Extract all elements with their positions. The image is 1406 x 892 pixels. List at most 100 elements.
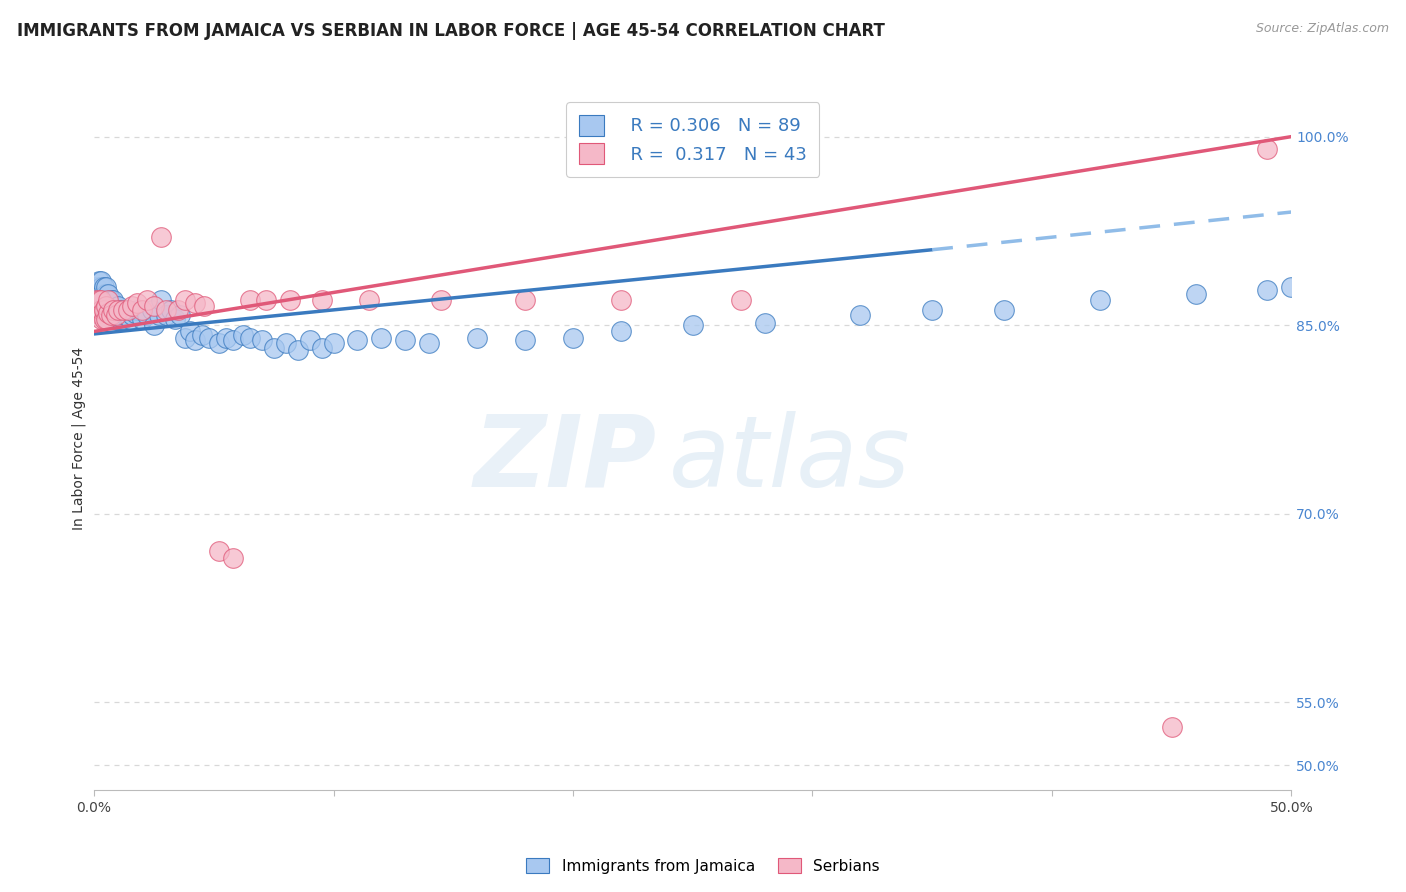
Text: ZIP: ZIP [474, 411, 657, 508]
Point [1088, 293, 1111, 307]
Point [274, 335, 297, 350]
Point [121, 299, 143, 313]
Text: IMMIGRANTS FROM JAMAICA VS SERBIAN IN LABOR FORCE | AGE 45-54 CORRELATION CHART: IMMIGRANTS FROM JAMAICA VS SERBIAN IN LA… [17, 22, 884, 40]
Point [135, 308, 157, 322]
Point [104, 311, 127, 326]
Point [104, 303, 127, 318]
Point [298, 333, 321, 347]
Point [198, 331, 221, 345]
Point [117, 303, 139, 318]
Point [207, 335, 229, 350]
Point [94, 299, 117, 313]
Point [174, 331, 197, 345]
Point [141, 303, 163, 318]
Point [322, 335, 344, 350]
Point [1279, 280, 1302, 294]
Point [86, 293, 108, 307]
Point [193, 299, 215, 313]
Y-axis label: In Labor Force | Age 45-54: In Labor Force | Age 45-54 [72, 347, 86, 530]
Point [280, 293, 302, 307]
Point [117, 303, 139, 318]
Point [174, 293, 197, 307]
Point [87, 293, 110, 307]
Point [131, 303, 153, 318]
Point [100, 311, 122, 326]
Point [465, 331, 488, 345]
Point [93, 311, 115, 326]
Point [103, 303, 125, 318]
Point [183, 333, 205, 347]
Point [610, 325, 633, 339]
Point [97, 311, 120, 326]
Point [1160, 720, 1182, 734]
Point [370, 331, 392, 345]
Point [165, 311, 187, 326]
Point [179, 325, 201, 339]
Point [215, 331, 238, 345]
Point [418, 335, 440, 350]
Point [86, 305, 108, 319]
Point [93, 305, 115, 319]
Point [394, 333, 416, 347]
Point [167, 303, 190, 318]
Point [111, 311, 134, 326]
Point [111, 303, 134, 318]
Point [346, 333, 368, 347]
Point [93, 293, 115, 307]
Text: Source: ZipAtlas.com: Source: ZipAtlas.com [1256, 22, 1389, 36]
Point [239, 331, 262, 345]
Point [110, 303, 132, 318]
Point [993, 303, 1015, 318]
Point [1256, 142, 1278, 156]
Legend: Immigrants from Jamaica, Serbians: Immigrants from Jamaica, Serbians [520, 852, 886, 880]
Point [87, 286, 110, 301]
Point [191, 328, 214, 343]
Point [93, 299, 115, 313]
Point [87, 274, 110, 288]
Point [100, 305, 122, 319]
Point [90, 305, 112, 319]
Point [100, 308, 122, 322]
Point [90, 293, 112, 307]
Point [90, 293, 112, 307]
Point [93, 280, 115, 294]
Point [97, 305, 120, 319]
Point [118, 311, 141, 326]
Point [849, 308, 872, 322]
Point [121, 308, 143, 322]
Point [142, 299, 165, 313]
Point [207, 544, 229, 558]
Point [114, 308, 136, 322]
Point [103, 311, 125, 326]
Point [562, 331, 585, 345]
Point [287, 343, 309, 358]
Point [250, 333, 273, 347]
Point [135, 293, 157, 307]
Point [87, 305, 110, 319]
Point [86, 280, 108, 294]
Point [103, 303, 125, 318]
Point [103, 293, 125, 307]
Point [730, 293, 752, 307]
Point [1184, 286, 1206, 301]
Point [107, 303, 129, 318]
Point [90, 311, 112, 326]
Point [124, 305, 146, 319]
Point [148, 308, 170, 322]
Point [90, 286, 112, 301]
Point [94, 286, 117, 301]
Point [263, 341, 285, 355]
Point [90, 280, 112, 294]
Point [921, 303, 943, 318]
Point [155, 303, 177, 318]
Point [86, 293, 108, 307]
Point [1256, 283, 1278, 297]
Point [142, 318, 165, 333]
Point [94, 280, 117, 294]
Point [90, 274, 112, 288]
Point [87, 305, 110, 319]
Point [90, 303, 112, 318]
Point [127, 303, 149, 318]
Point [97, 286, 120, 301]
Point [256, 293, 278, 307]
